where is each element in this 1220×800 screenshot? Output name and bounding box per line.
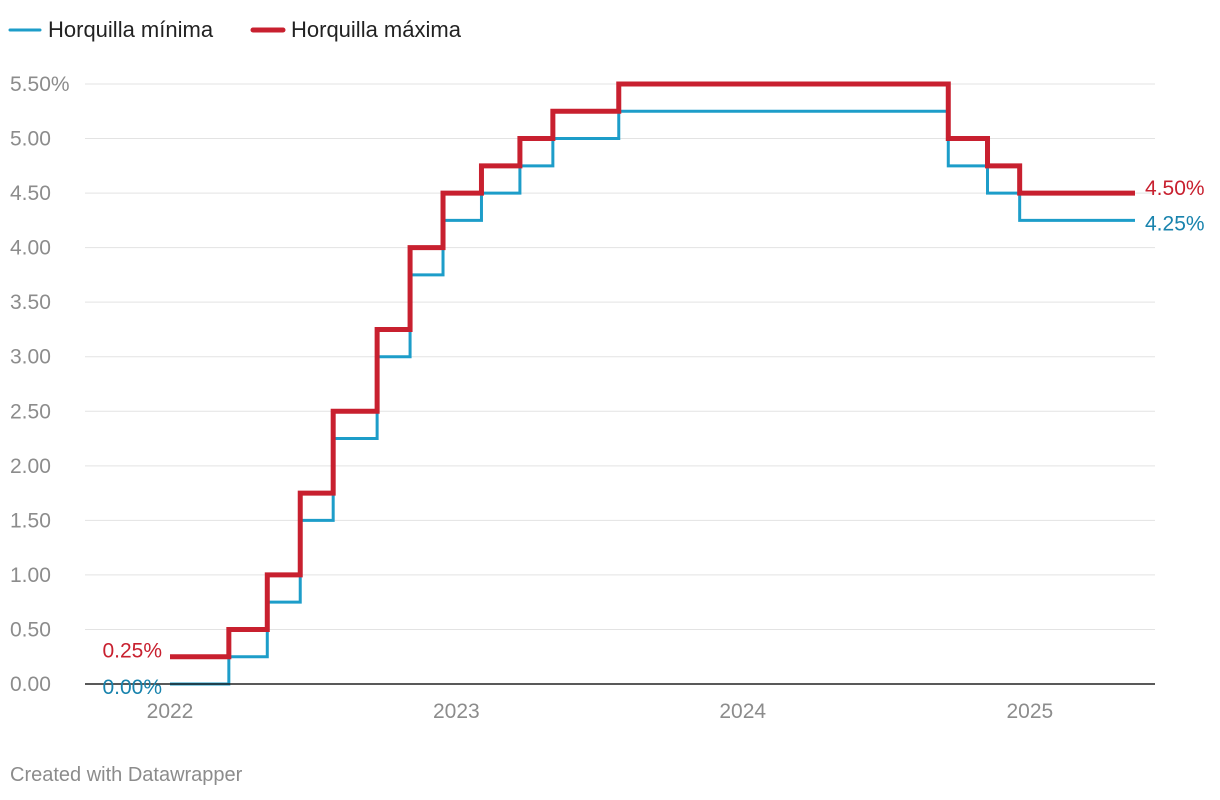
- legend-item-horquilla-maxima: Horquilla máxima: [250, 17, 462, 42]
- x-tick-label: 2022: [147, 700, 194, 723]
- credit-text: Created with Datawrapper: [10, 764, 243, 786]
- end-label-minima: 4.25%: [1145, 212, 1205, 235]
- y-tick-label: 4.00: [10, 237, 51, 260]
- x-tick-label: 2024: [719, 700, 766, 723]
- y-tick-label: 1.00: [10, 564, 51, 587]
- y-tick-label: 3.00: [10, 346, 51, 369]
- end-label-maxima: 4.50%: [1145, 177, 1205, 200]
- legend-label: Horquilla mínima: [48, 17, 214, 42]
- y-tick-label: 2.50: [10, 400, 51, 423]
- y-tick-label: 0.50: [10, 618, 51, 641]
- y-tick-label: 2.00: [10, 455, 51, 478]
- series-line-horquilla-minima: [170, 109, 1135, 686]
- series-line-horquilla-maxima: [170, 81, 1135, 660]
- y-tick-label: 1.50: [10, 509, 51, 532]
- y-tick-label: 5.50%: [10, 73, 70, 96]
- y-tick-label: 5.00: [10, 128, 51, 151]
- legend-label: Horquilla máxima: [291, 17, 462, 42]
- y-tick-label: 3.50: [10, 291, 51, 314]
- series-lines: [170, 81, 1135, 686]
- start-label-minima: 0.00%: [102, 676, 162, 699]
- legend-item-horquilla-minima: Horquilla mínima: [8, 17, 214, 42]
- y-tick-label: 0.00: [10, 673, 51, 696]
- legend: Horquilla mínima Horquilla máxima: [8, 17, 462, 42]
- end-labels: 4.50% 4.25% 0.25% 0.00%: [102, 177, 1204, 699]
- start-label-maxima: 0.25%: [102, 640, 162, 663]
- x-axis-ticks: 2022 2023 2024 2025: [147, 700, 1054, 723]
- x-tick-label: 2023: [433, 700, 480, 723]
- y-axis-ticks: 0.00 0.50 1.00 1.50 2.00 2.50 3.00 3.50 4.00 4.50…: [10, 73, 70, 696]
- x-tick-label: 2025: [1007, 700, 1054, 723]
- y-tick-label: 4.50: [10, 182, 51, 205]
